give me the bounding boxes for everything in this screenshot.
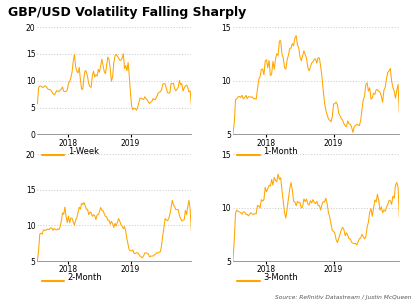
Text: GBP/USD Volatility Falling Sharply: GBP/USD Volatility Falling Sharply: [8, 6, 247, 19]
Text: 1-Week: 1-Week: [68, 146, 99, 156]
Text: 1-Month: 1-Month: [263, 146, 298, 156]
Text: 3-Month: 3-Month: [263, 273, 298, 282]
Text: 2-Month: 2-Month: [68, 273, 102, 282]
Text: Source: Refinitiv Datastream / Justin McQueen: Source: Refinitiv Datastream / Justin Mc…: [275, 295, 412, 300]
